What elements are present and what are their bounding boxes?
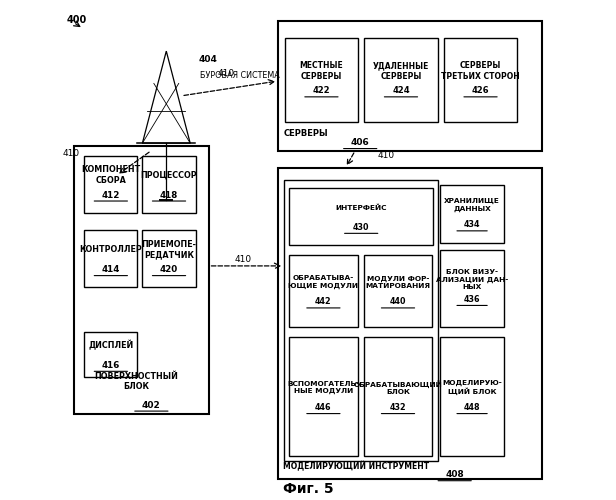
Text: СЕРВЕРЫ: СЕРВЕРЫ bbox=[283, 129, 328, 138]
Text: Фиг. 5: Фиг. 5 bbox=[283, 482, 333, 496]
Text: 402: 402 bbox=[142, 400, 161, 409]
Text: 406: 406 bbox=[351, 138, 370, 147]
Text: ПРОЦЕССОР: ПРОЦЕССОР bbox=[140, 170, 197, 179]
Text: 432: 432 bbox=[390, 403, 407, 412]
Text: 400: 400 bbox=[67, 16, 87, 26]
Text: ИНТЕРФЕЙС: ИНТЕРФЕЙС bbox=[336, 204, 387, 210]
FancyBboxPatch shape bbox=[75, 146, 209, 414]
Text: 420: 420 bbox=[160, 265, 178, 274]
Text: УДАЛЕННЫЕ
СЕРВЕРЫ: УДАЛЕННЫЕ СЕРВЕРЫ bbox=[373, 62, 429, 80]
Text: ПОВЕРХНОСТНЫЙ
БЛОК: ПОВЕРХНОСТНЫЙ БЛОК bbox=[94, 372, 179, 392]
Text: 422: 422 bbox=[312, 86, 330, 96]
Text: 416: 416 bbox=[102, 361, 120, 370]
FancyBboxPatch shape bbox=[285, 38, 359, 121]
FancyBboxPatch shape bbox=[142, 156, 196, 212]
Text: 414: 414 bbox=[102, 265, 120, 274]
Text: ПРИЕМОПЕ-
РЕДАТЧИК: ПРИЕМОПЕ- РЕДАТЧИК bbox=[142, 240, 197, 260]
Text: СЕРВЕРЫ
ТРЕТЬИХ СТОРОН: СЕРВЕРЫ ТРЕТЬИХ СТОРОН bbox=[441, 62, 520, 80]
FancyBboxPatch shape bbox=[84, 230, 137, 287]
FancyBboxPatch shape bbox=[278, 22, 541, 150]
Text: 424: 424 bbox=[392, 86, 410, 96]
Text: 404: 404 bbox=[198, 55, 217, 64]
FancyBboxPatch shape bbox=[440, 186, 505, 242]
Text: 408: 408 bbox=[445, 470, 464, 479]
Text: БУРОВАЯ СИСТЕМА: БУРОВАЯ СИСТЕМА bbox=[200, 72, 280, 80]
Text: 440: 440 bbox=[390, 298, 406, 306]
Text: ХРАНИЛИЩЕ
ДАННЫХ: ХРАНИЛИЩЕ ДАННЫХ bbox=[444, 198, 500, 211]
Text: КОНТРОЛЛЕР: КОНТРОЛЛЕР bbox=[79, 246, 142, 254]
FancyBboxPatch shape bbox=[364, 38, 438, 121]
Text: МОДУЛИ ФОР-
МАТИРОВАНИЯ: МОДУЛИ ФОР- МАТИРОВАНИЯ bbox=[365, 276, 431, 288]
FancyBboxPatch shape bbox=[142, 230, 196, 287]
Text: 412: 412 bbox=[102, 190, 120, 200]
FancyBboxPatch shape bbox=[278, 168, 541, 478]
FancyBboxPatch shape bbox=[444, 38, 517, 121]
Text: ДИСПЛЕЙ: ДИСПЛЕЙ bbox=[88, 340, 134, 350]
Text: ВСПОМОГАТЕЛЬ-
НЫЕ МОДУЛИ: ВСПОМОГАТЕЛЬ- НЫЕ МОДУЛИ bbox=[287, 381, 360, 394]
FancyBboxPatch shape bbox=[289, 337, 358, 456]
FancyBboxPatch shape bbox=[289, 255, 358, 327]
FancyBboxPatch shape bbox=[363, 255, 432, 327]
Text: 418: 418 bbox=[160, 190, 178, 200]
Text: 434: 434 bbox=[464, 220, 480, 230]
Text: БЛОК ВИЗУ-
АЛИЗАЦИИ ДАН-
НЫХ: БЛОК ВИЗУ- АЛИЗАЦИИ ДАН- НЫХ bbox=[436, 270, 508, 289]
Text: МОДЕЛИРУЮЩИЙ ИНСТРУМЕНТ: МОДЕЛИРУЮЩИЙ ИНСТРУМЕНТ bbox=[283, 461, 429, 471]
Text: 410: 410 bbox=[62, 148, 79, 158]
Text: 430: 430 bbox=[353, 223, 370, 232]
FancyBboxPatch shape bbox=[284, 180, 438, 462]
Text: 410: 410 bbox=[378, 151, 395, 160]
Text: 410: 410 bbox=[217, 69, 235, 78]
FancyBboxPatch shape bbox=[363, 337, 432, 456]
FancyBboxPatch shape bbox=[84, 156, 137, 212]
FancyBboxPatch shape bbox=[289, 188, 433, 245]
Text: ОБРАБАТЫВАЮЩИЙ
БЛОК: ОБРАБАТЫВАЮЩИЙ БЛОК bbox=[354, 380, 442, 395]
Text: 442: 442 bbox=[315, 298, 332, 306]
FancyBboxPatch shape bbox=[84, 332, 137, 377]
Text: 410: 410 bbox=[235, 256, 252, 264]
Text: ОБРАБАТЫВА-
ЮЩИЕ МОДУЛИ: ОБРАБАТЫВА- ЮЩИЕ МОДУЛИ bbox=[288, 276, 359, 288]
Text: КОМПОНЕНТ
СБОРА: КОМПОНЕНТ СБОРА bbox=[81, 166, 140, 185]
Text: 426: 426 bbox=[472, 86, 489, 96]
FancyBboxPatch shape bbox=[440, 250, 505, 327]
Text: 446: 446 bbox=[315, 403, 331, 412]
Text: МЕСТНЫЕ
СЕРВЕРЫ: МЕСТНЫЕ СЕРВЕРЫ bbox=[299, 62, 343, 80]
Text: 448: 448 bbox=[464, 403, 480, 412]
Text: МОДЕЛИРУЮ-
ЩИЙ БЛОК: МОДЕЛИРУЮ- ЩИЙ БЛОК bbox=[442, 380, 502, 396]
Text: 436: 436 bbox=[464, 295, 480, 304]
FancyBboxPatch shape bbox=[440, 337, 505, 456]
